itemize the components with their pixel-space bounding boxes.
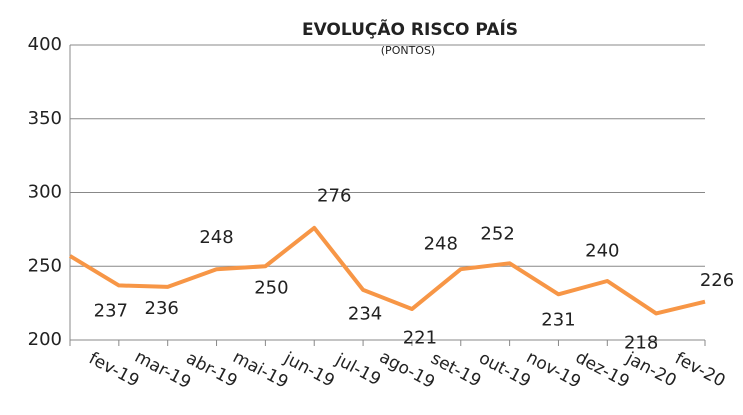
chart-subtitle: (PONTOS) (381, 44, 435, 57)
x-tick-label: set-19 (427, 349, 484, 392)
x-tick-label: jun-19 (280, 348, 338, 392)
chart-title: EVOLUÇÃO RISCO PAÍS (302, 17, 518, 40)
x-tick-label: mai-19 (229, 347, 291, 393)
data-label: 226 (700, 270, 734, 291)
x-tick-label: fev-20 (672, 349, 729, 392)
y-tick-label: 350 (28, 108, 62, 129)
y-tick-label: 200 (28, 329, 62, 350)
x-tick-label: nov-19 (523, 347, 584, 392)
data-label: 237 (94, 300, 128, 321)
x-tick-label: fev-19 (85, 349, 142, 392)
data-label: 276 (317, 186, 351, 207)
x-tick-label: mar-19 (131, 347, 194, 393)
data-label: 231 (541, 309, 575, 330)
data-label: 221 (403, 328, 437, 349)
y-tick-label: 300 (28, 182, 62, 203)
data-label: 240 (585, 240, 619, 261)
data-label: 248 (199, 227, 233, 248)
x-tick-label: abr-19 (183, 348, 241, 391)
data-label: 234 (348, 304, 382, 325)
x-tick-label: out-19 (475, 348, 533, 392)
data-label: 252 (480, 224, 514, 245)
x-tick-label: jan-20 (622, 348, 680, 391)
data-label: 250 (254, 277, 288, 298)
data-label: 248 (424, 233, 458, 254)
x-tick-label: dez-19 (572, 348, 633, 393)
y-tick-label: 400 (28, 34, 62, 55)
x-tick-label: ago-19 (376, 347, 438, 393)
x-tick-label: jul-19 (331, 349, 384, 390)
data-label: 236 (145, 298, 179, 319)
data-label: 218 (624, 332, 658, 353)
line (68, 225, 706, 316)
y-tick-label: 250 (28, 255, 62, 276)
